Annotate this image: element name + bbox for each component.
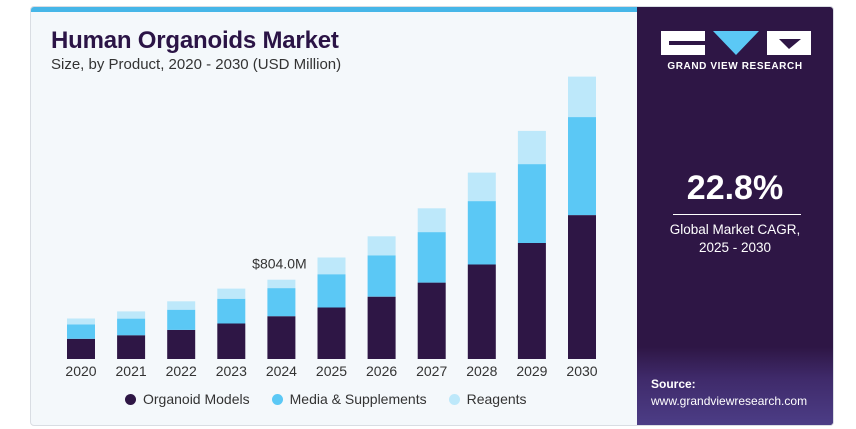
- legend-label-organoid-models: Organoid Models: [143, 391, 250, 407]
- source-label: Source:: [651, 377, 696, 391]
- x-tick-label-2029: 2029: [516, 363, 547, 379]
- source-background: [637, 347, 833, 425]
- bar-2028-segment-0: [467, 264, 496, 359]
- x-tick-label-2026: 2026: [366, 363, 397, 379]
- bar-2030-segment-2: [568, 76, 596, 117]
- bar-2023-segment-1: [217, 298, 246, 324]
- bar-2024-segment-1: [267, 288, 296, 317]
- cagr-label-line1: Global Market CAGR,: [669, 222, 801, 237]
- bar-2021-segment-1: [117, 318, 146, 336]
- bar-2026-segment-1: [367, 255, 396, 297]
- chart-subtitle: Size, by Product, 2020 - 2030 (USD Milli…: [51, 56, 342, 73]
- chart-card: Human Organoids Market Size, by Product,…: [30, 6, 834, 426]
- x-tick-label-2021: 2021: [116, 363, 147, 379]
- bar-2023-segment-2: [217, 288, 246, 299]
- source-link[interactable]: www.grandviewresearch.com: [651, 394, 808, 408]
- data-label-2024: $804.0M: [252, 256, 306, 272]
- cagr-divider: [673, 214, 801, 215]
- accent-bar: [31, 7, 637, 12]
- bar-2023-segment-0: [217, 323, 246, 359]
- bar-2022-segment-2: [167, 301, 196, 310]
- chart-legend: Organoid Models Media & Supplements Reag…: [125, 391, 527, 407]
- x-tick-label-2025: 2025: [316, 363, 347, 379]
- legend-label-media-supplements: Media & Supplements: [289, 391, 427, 407]
- bar-2021-segment-0: [117, 335, 146, 359]
- cagr-value: 22.8%: [686, 169, 784, 207]
- bar-2026-segment-2: [367, 236, 396, 256]
- bar-2027-segment-1: [417, 232, 446, 283]
- legend-label-reagents: Reagents: [466, 391, 527, 407]
- x-tick-label-2028: 2028: [466, 363, 497, 379]
- bar-2022-segment-1: [167, 309, 196, 330]
- x-tick-label-2030: 2030: [566, 363, 597, 379]
- x-tick-label-2022: 2022: [166, 363, 197, 379]
- brand-name: GRAND VIEW RESEARCH: [667, 61, 803, 72]
- cagr-label: Global Market CAGR, 2025 - 2030: [637, 221, 833, 257]
- bar-2026-segment-0: [367, 296, 396, 359]
- bar-2021-segment-2: [117, 311, 146, 319]
- side-panel: GRAND VIEW RESEARCH 22.8% Global Market …: [637, 7, 833, 425]
- bar-2029-segment-0: [517, 243, 546, 359]
- chart-title: Human Organoids Market: [51, 27, 339, 54]
- bar-2024-segment-2: [267, 279, 296, 289]
- bar-2022-segment-0: [167, 329, 196, 359]
- gvr-logo-icon: [661, 31, 811, 55]
- bar-2029-segment-1: [517, 164, 546, 243]
- legend-item-media-supplements: Media & Supplements: [271, 391, 427, 407]
- bar-2025-segment-2: [317, 257, 346, 275]
- legend-item-reagents: Reagents: [448, 391, 527, 407]
- legend-swatch-media-supplements: [271, 393, 283, 405]
- x-tick-label-2023: 2023: [216, 363, 247, 379]
- x-tick-label-2020: 2020: [65, 363, 96, 379]
- x-tick-label-2024: 2024: [266, 363, 297, 379]
- bar-2030-segment-1: [568, 117, 596, 216]
- legend-swatch-organoid-models: [125, 393, 136, 405]
- legend-swatch-reagents: [448, 393, 460, 405]
- bar-2027-segment-0: [417, 282, 446, 359]
- bar-2028-segment-2: [467, 172, 496, 202]
- bar-2028-segment-1: [467, 201, 496, 265]
- x-tick-label-2027: 2027: [416, 363, 447, 379]
- bar-2020-segment-1: [67, 324, 95, 339]
- chart-panel: Human Organoids Market Size, by Product,…: [31, 7, 637, 425]
- bar-chart: 2020 2021 2022 2023 2024 $804.0M 2025 2026 2027 2…: [65, 76, 598, 379]
- bar-2029-segment-2: [517, 130, 546, 165]
- bar-2025-segment-1: [317, 274, 346, 308]
- bar-2025-segment-0: [317, 307, 346, 359]
- legend-item-organoid-models: Organoid Models: [125, 391, 250, 407]
- bar-2024-segment-0: [267, 316, 296, 359]
- bar-2020-segment-0: [67, 338, 95, 359]
- bar-2020-segment-2: [67, 318, 95, 325]
- bar-2030-segment-0: [568, 215, 596, 359]
- cagr-label-line2: 2025 - 2030: [698, 240, 772, 255]
- bar-2027-segment-2: [417, 208, 446, 233]
